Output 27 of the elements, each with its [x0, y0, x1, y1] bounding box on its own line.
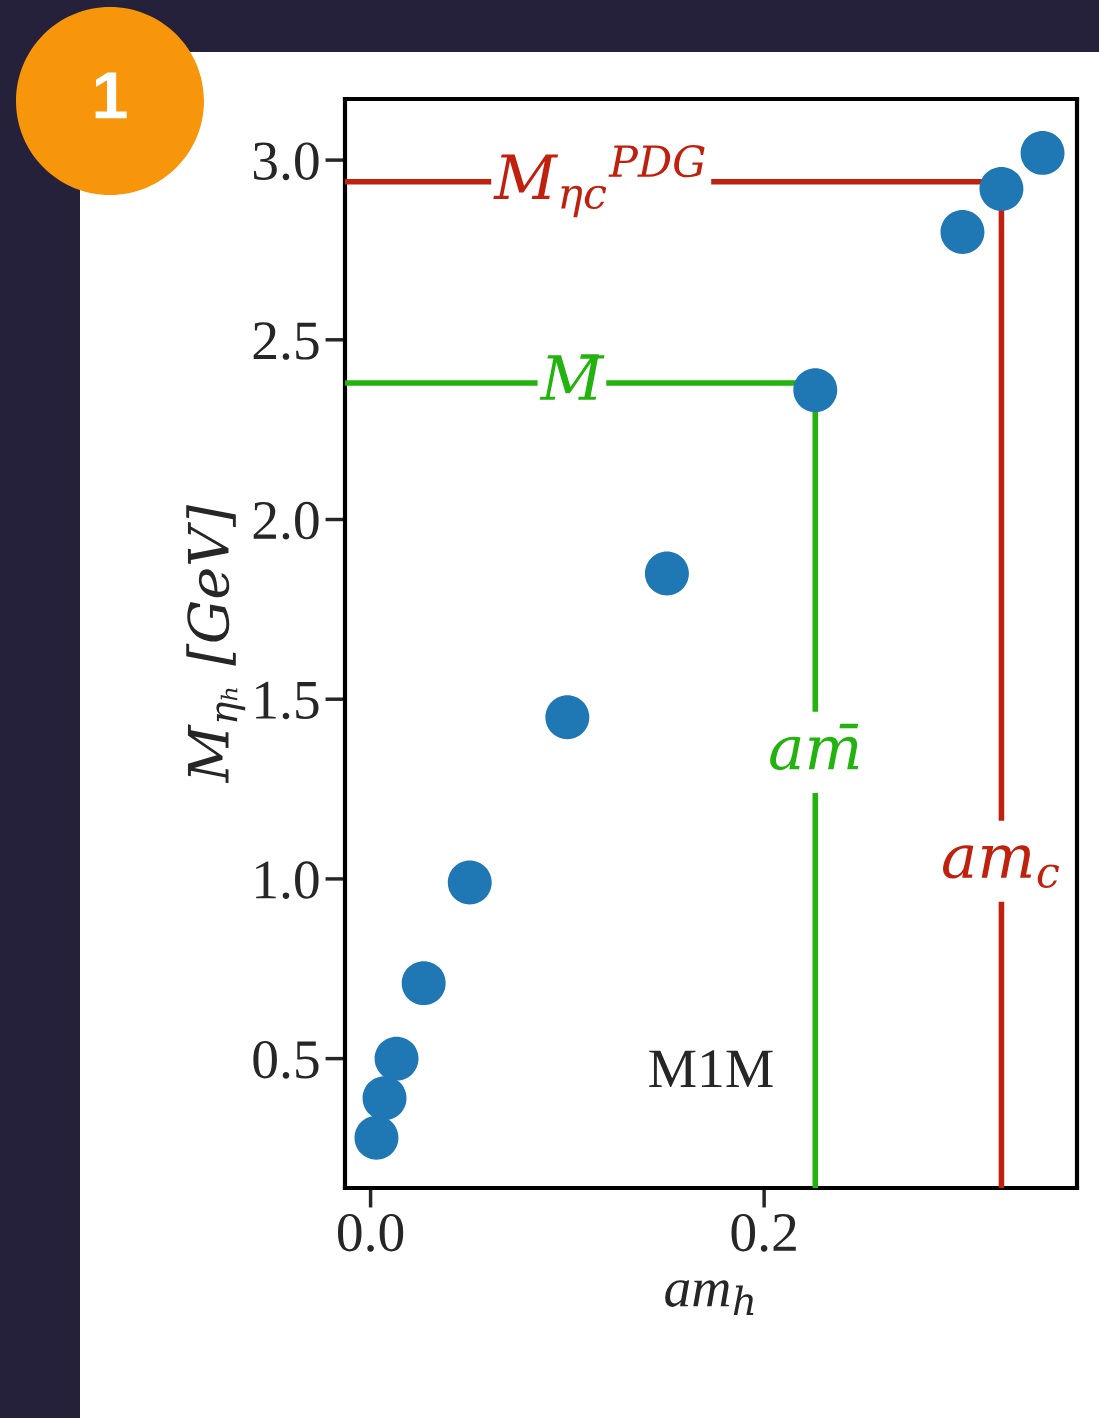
x-tick-label: 0.0	[337, 1213, 404, 1252]
point	[362, 1076, 407, 1121]
point	[447, 860, 492, 905]
annotation: M1M	[649, 1050, 773, 1088]
y-tick-label: 0.5	[253, 1040, 319, 1079]
x-tick-label: 0.2	[731, 1213, 796, 1252]
ref-line-label: am$_{c}$	[943, 845, 1060, 888]
y-tick-label: 2.0	[253, 501, 319, 540]
y-tick-label: 1.5	[256, 681, 319, 720]
ref-line-label: M̄	[539, 354, 605, 400]
point	[644, 551, 689, 596]
y-tick-label: 3.0	[253, 142, 319, 181]
y-axis-title: M$_{ηₕ}$ [GeV]	[186, 505, 246, 784]
point	[401, 961, 446, 1006]
point	[545, 695, 590, 740]
point	[1020, 130, 1065, 175]
point	[374, 1036, 419, 1081]
point	[793, 368, 838, 413]
y-tick-label: 1.0	[256, 861, 319, 899]
point	[354, 1115, 399, 1160]
point	[940, 210, 985, 254]
ref-line-label: am̄	[770, 723, 859, 771]
text: 1	[95, 72, 127, 119]
x-axis-title: am$_{h}$	[665, 1280, 754, 1315]
y-tick-label: 2.5	[253, 322, 319, 360]
ref-line-label: M$_{ηc}$$^{PDG}$	[493, 145, 705, 218]
point	[979, 166, 1024, 211]
